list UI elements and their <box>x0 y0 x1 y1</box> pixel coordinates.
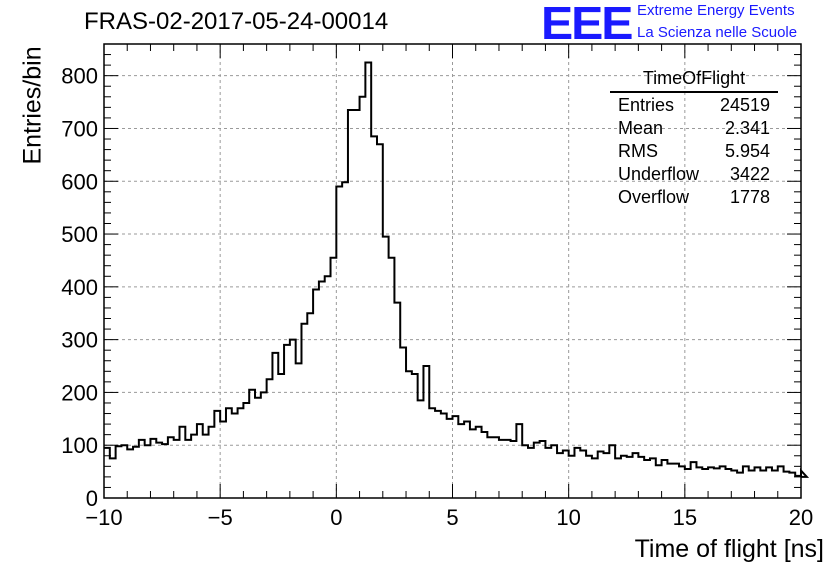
y-tick-label: 200 <box>61 380 98 405</box>
stats-value: 2.341 <box>724 118 770 138</box>
x-tick-label: 10 <box>556 505 580 530</box>
stats-value: 5.954 <box>724 141 770 161</box>
x-tick-label: 5 <box>446 505 458 530</box>
stats-value: 3422 <box>729 164 770 184</box>
y-tick-label: 700 <box>61 116 98 141</box>
grid-lines <box>104 44 801 498</box>
x-tick-label: 15 <box>673 505 697 530</box>
eee-logo: EEE <box>541 0 633 49</box>
y-tick-label: 400 <box>61 275 98 300</box>
stats-label: Underflow <box>618 164 700 184</box>
stats-title: TimeOfFlight <box>610 68 778 93</box>
y-tick-label: 0 <box>86 486 98 511</box>
logo-subtitle-2: La Scienza nelle Scuole <box>637 24 798 41</box>
y-tick-label: 100 <box>61 433 98 458</box>
x-tick-label: 0 <box>330 505 342 530</box>
stats-row: Underflow 3422 <box>610 163 778 186</box>
stats-row: Overflow 1778 <box>610 186 778 209</box>
histogram-series <box>104 61 810 478</box>
stats-label: RMS <box>618 141 658 161</box>
stats-label: Mean <box>618 118 664 138</box>
y-tick-label: 300 <box>61 328 98 353</box>
stats-row: Mean 2.341 <box>610 117 778 140</box>
y-axis-label: Entries/bin <box>18 46 47 165</box>
y-tick-label: 600 <box>61 169 98 194</box>
x-axis-label: Time of flight [ns] <box>634 535 824 563</box>
stats-box: TimeOfFlight Entries 24519 Mean 2.341 RMS 5… <box>610 68 778 209</box>
x-tick-label: −5 <box>208 505 233 530</box>
x-tick-label: −10 <box>85 505 122 530</box>
stats-label: Overflow <box>618 187 690 207</box>
stats-row: RMS 5.954 <box>610 140 778 163</box>
x-tick-label: 20 <box>789 505 813 530</box>
y-tick-label: 800 <box>61 64 98 89</box>
stats-label: Entries <box>618 95 675 115</box>
stats-value: 24519 <box>719 95 770 115</box>
stats-row: Entries 24519 <box>610 94 778 117</box>
logo-subtitle-1: Extreme Energy Events <box>637 2 795 19</box>
chart-title: FRAS-02-2017-05-24-00014 <box>84 8 389 35</box>
stats-value: 1778 <box>729 187 770 207</box>
y-tick-label: 500 <box>61 222 98 247</box>
